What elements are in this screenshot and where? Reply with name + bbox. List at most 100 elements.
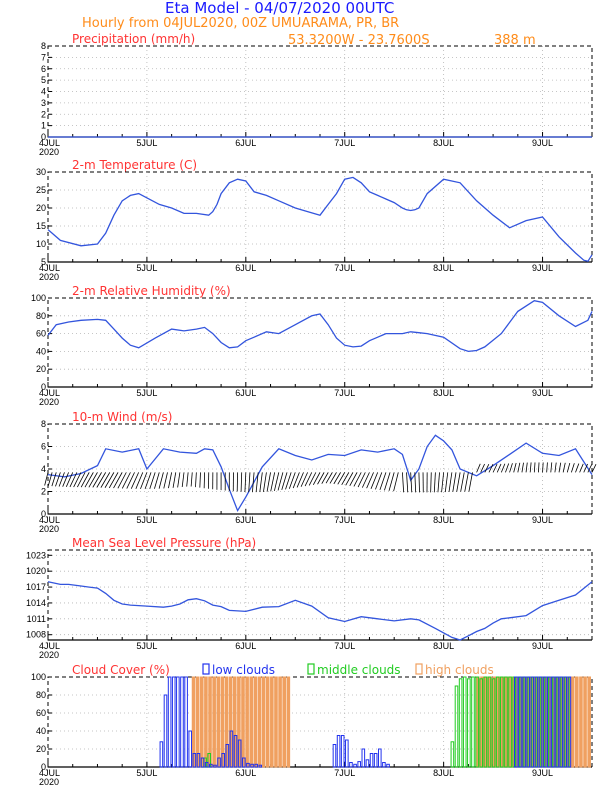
- cloud-bar-low-clouds: [246, 762, 250, 768]
- cloud-bar-low-clouds: [225, 744, 230, 768]
- cloud-bar-low-clouds: [180, 676, 184, 768]
- chart-subtitle: Hourly from 04JUL2020, 00Z UMUARAMA, PR,…: [82, 16, 399, 31]
- cloud-bar-low-clouds: [522, 676, 526, 768]
- legend-swatch: [415, 663, 423, 675]
- cloud-cover-xlabel-start: 4JUL: [39, 768, 60, 778]
- wind-vector: [270, 472, 276, 492]
- wind-vector: [199, 472, 201, 488]
- cloud-bar-middle-clouds: [483, 676, 488, 768]
- wind-vector: [296, 472, 304, 488]
- wind-vector: [140, 472, 148, 490]
- wind-vector: [73, 472, 82, 488]
- wind-vector: [47, 472, 53, 486]
- cloud-bar-high-clouds: [212, 676, 216, 768]
- wind-vector: [292, 472, 300, 489]
- humidity-xlabel-day: 7JUL: [334, 388, 355, 398]
- cloud-bar-low-clouds: [204, 762, 209, 768]
- wind-vector: [69, 472, 78, 488]
- cloud-bar-low-clouds: [209, 763, 213, 768]
- cloud-bar-low-clouds: [365, 759, 370, 768]
- wind-vector: [375, 472, 383, 490]
- cloud-cover-ytick-label: 100: [31, 672, 46, 682]
- wind-vector: [80, 472, 90, 488]
- humidity-xlabel-day: 5JUL: [136, 388, 157, 398]
- cloud-cover-ytick-label: 60: [36, 708, 46, 718]
- cloud-bar-middle-clouds: [454, 685, 459, 768]
- humidity-xlabel-day: 8JUL: [433, 388, 454, 398]
- cloud-bar-high-clouds: [278, 676, 282, 768]
- precipitation-xlabel-start: 4JUL: [39, 138, 60, 148]
- wind-vector: [263, 472, 267, 492]
- cloud-bar-low-clouds: [332, 744, 337, 768]
- cloud-cover-ytick-label: 80: [36, 690, 46, 700]
- wind-vector: [509, 463, 513, 473]
- wind-vector: [44, 472, 49, 486]
- wind-vector: [496, 463, 502, 473]
- cloud-bar-high-clouds: [575, 676, 579, 768]
- cloud-bar-low-clouds: [555, 676, 559, 768]
- cloud-bar-low-clouds: [542, 676, 547, 768]
- wind-vector: [353, 472, 362, 487]
- wind-vector: [533, 462, 536, 473]
- wind-vector: [149, 472, 156, 490]
- cloud-bar-middle-clouds: [450, 741, 455, 768]
- pressure-ytick-label: 1023: [26, 550, 46, 560]
- cloud-cover-ytick-label: 40: [36, 726, 46, 736]
- temperature-ytick-label: 30: [36, 167, 46, 177]
- pressure-ytick-label: 1020: [26, 566, 46, 576]
- temperature-ytick-label: 5: [41, 257, 46, 267]
- wind-vector: [266, 472, 271, 492]
- temperature-ytick-label: 10: [36, 239, 46, 249]
- wind-ytick-label: 8: [41, 419, 46, 429]
- cloud-bar-low-clouds: [188, 730, 193, 768]
- cloud-bar-middle-clouds: [471, 676, 475, 768]
- wind-vector: [554, 462, 557, 473]
- wind-vector: [587, 463, 593, 473]
- cloud-bar-low-clouds: [192, 753, 197, 768]
- wind-vector: [273, 472, 280, 492]
- cloud-bar-low-clouds: [217, 757, 221, 768]
- cloud-bar-low-clouds: [340, 735, 345, 768]
- precipitation-ytick-label: 6: [41, 64, 46, 74]
- humidity-xlabel-year: 2020: [39, 397, 59, 407]
- legend-swatch: [202, 663, 210, 675]
- wind-xlabel-day: 8JUL: [433, 515, 454, 525]
- cloud-bar-low-clouds: [357, 761, 361, 768]
- cloud-bar-low-clouds: [349, 762, 353, 768]
- wind-vector: [406, 472, 409, 493]
- wind-vector: [186, 472, 189, 487]
- wind-vector: [130, 472, 140, 489]
- wind-vector: [58, 472, 65, 487]
- wind-vector: [492, 463, 498, 473]
- pressure-title: Mean Sea Level Pressure (hPa): [72, 536, 256, 550]
- cloud-bar-middle-clouds: [487, 676, 492, 768]
- wind-vector: [92, 472, 102, 488]
- wind-vector: [104, 472, 115, 488]
- wind-vector: [591, 464, 597, 473]
- precipitation-ytick-label: 5: [41, 75, 46, 85]
- wind-xlabel-day: 7JUL: [334, 515, 355, 525]
- precipitation-ytick-label: 8: [41, 41, 46, 51]
- cloud-bar-low-clouds: [250, 763, 254, 768]
- cloud-bar-low-clouds: [233, 735, 238, 768]
- wind-vector: [566, 462, 571, 473]
- precipitation-ytick-label: 1: [41, 121, 46, 131]
- wind-vector: [488, 464, 494, 473]
- wind-vector: [329, 472, 337, 484]
- wind-vector: [65, 472, 74, 487]
- wind-vector: [113, 472, 123, 489]
- precipitation-ytick-label: 7: [41, 52, 46, 62]
- pressure-xlabel-day: 8JUL: [433, 641, 454, 651]
- wind-vector: [433, 472, 436, 493]
- temperature-title: 2-m Temperature (C): [72, 158, 197, 172]
- wind-vector: [144, 472, 152, 490]
- cloud-bar-low-clouds: [361, 748, 366, 768]
- wind-vector: [177, 472, 181, 488]
- wind-vector: [571, 463, 575, 473]
- cloud-bar-low-clouds: [513, 676, 518, 768]
- legend-swatch: [307, 663, 315, 675]
- cloud-cover-xlabel-day: 6JUL: [235, 768, 256, 778]
- pressure-ytick-label: 1011: [27, 614, 46, 624]
- temperature-ytick-label: 15: [36, 221, 46, 231]
- precipitation-xlabel-year: 2020: [39, 147, 59, 157]
